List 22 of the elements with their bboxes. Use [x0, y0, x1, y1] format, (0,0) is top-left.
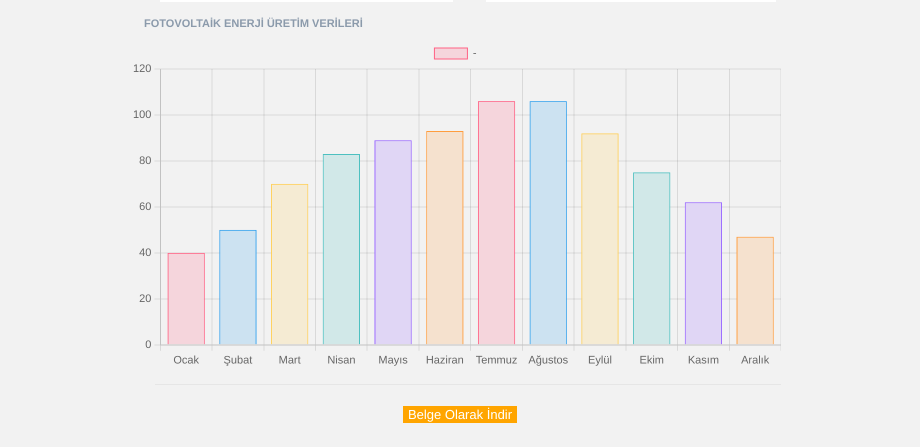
x-tick-label: Temmuz	[476, 354, 518, 366]
x-tick-label: Haziran	[426, 354, 464, 366]
legend-label: -	[472, 48, 477, 60]
y-tick-label: 60	[139, 200, 152, 213]
chart-title: FOTOVOLTAİK ENERJİ ÜRETİM VERİLERİ	[144, 18, 363, 30]
y-tick-label: 100	[132, 109, 152, 121]
x-tick-label: Aralık	[741, 354, 770, 366]
x-tick-label: Ocak	[173, 354, 200, 366]
y-tick-label: 80	[139, 154, 152, 167]
y-tick-label: 40	[139, 246, 152, 259]
x-tick-label: Kasım	[688, 354, 720, 366]
x-tick-label: Ağustos	[528, 354, 569, 366]
x-tick-label: Mart	[278, 354, 301, 366]
y-tick-label: 120	[132, 63, 152, 76]
y-tick-label: 0	[145, 338, 152, 351]
x-tick-label: Ekim	[639, 354, 664, 366]
x-tick-label: Mayıs	[378, 354, 408, 366]
y-tick-label: 20	[139, 292, 152, 305]
x-tick-label: Şubat	[224, 354, 252, 366]
download-button[interactable]: Belge Olarak İndir	[402, 406, 518, 423]
x-tick-label: Nisan	[327, 354, 356, 366]
x-tick-label: Eylül	[588, 354, 612, 366]
